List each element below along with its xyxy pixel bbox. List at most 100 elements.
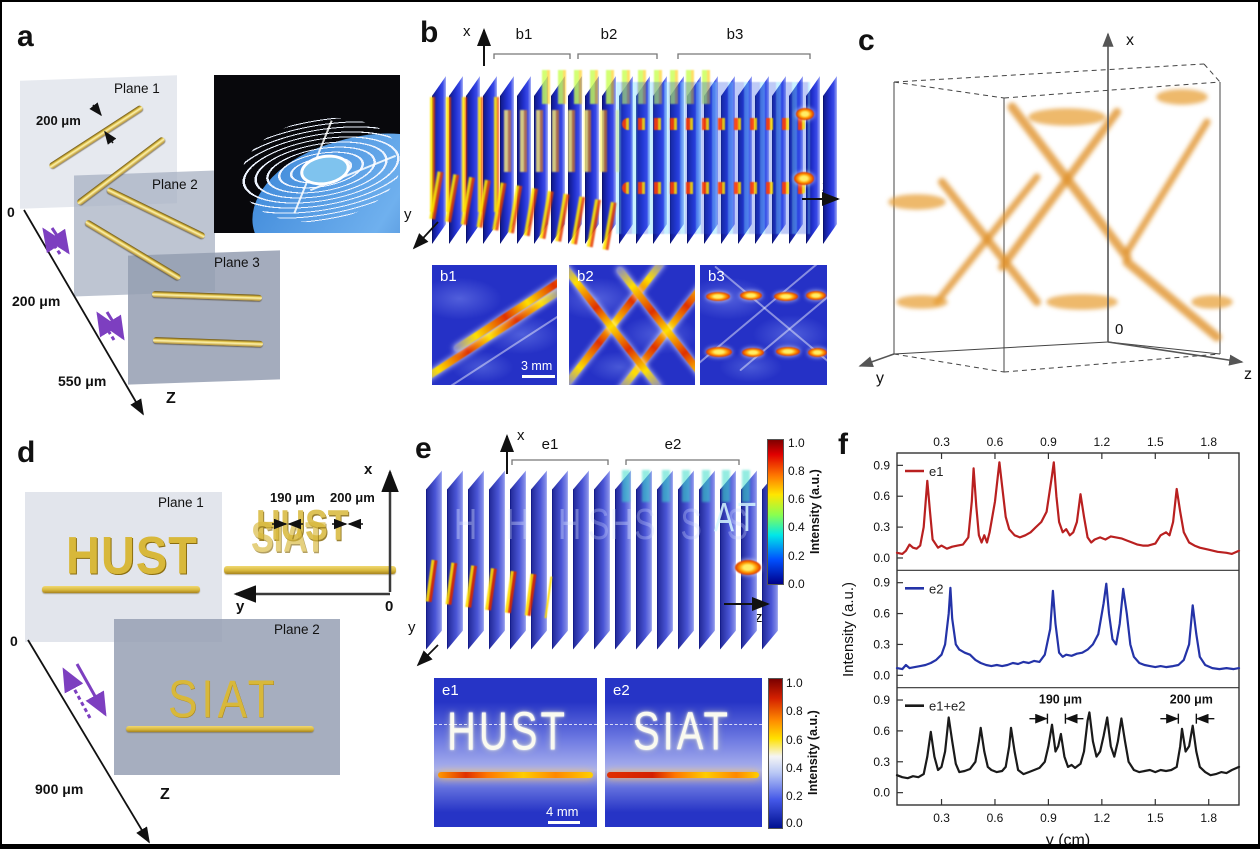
b1-inset [432, 265, 557, 385]
b-slice [670, 76, 684, 244]
svg-text:0.3: 0.3 [873, 520, 890, 534]
panel-d-plane1 [25, 492, 222, 642]
b-hot-spot [796, 108, 814, 120]
c-wireframe-box [893, 63, 1221, 373]
b-slice [483, 76, 497, 244]
c-z-axis-label: z [1244, 366, 1252, 383]
b1-scalebar-label: 3 mm [521, 359, 553, 373]
b1-scalebar [522, 375, 555, 378]
device-photo [214, 75, 400, 233]
e-colorbar2-label: Intensity (a.u.) [806, 710, 820, 795]
b-slice [500, 76, 514, 244]
svg-text:190 μm: 190 μm [1039, 693, 1082, 707]
e-colorbar-bottom [768, 678, 783, 829]
b-slice [806, 76, 820, 244]
b-slice [653, 76, 667, 244]
b-slice [789, 76, 803, 244]
d-z-axis-label: Z [160, 786, 170, 803]
b2-wire-trace [614, 265, 695, 385]
plane3-label: Plane 3 [214, 255, 260, 270]
e-slice [615, 470, 631, 650]
f-chart: 0.3 0.3 0.6 0.6 0.9 0.9 1.2 1.2 1.5 1.5 1.8 1.8 0.0 0… [873, 435, 1241, 844]
d-mini-hust: HUST [256, 502, 349, 550]
svg-text:0.6: 0.6 [987, 811, 1004, 825]
e1-hust-image: HUST [447, 702, 568, 762]
d-y-axis-label: y [236, 598, 245, 615]
svg-text:1.8: 1.8 [1200, 435, 1217, 449]
e-slice [426, 470, 442, 650]
b3-blob [808, 348, 827, 357]
b3-blob [776, 347, 800, 356]
colorbar-tick: 0.2 [788, 549, 805, 563]
e-slice [594, 470, 610, 650]
e-hot-spot [735, 560, 761, 575]
c-origin-label: 0 [1115, 321, 1124, 338]
e-ghost-h-letters: H H H H [454, 500, 644, 549]
a-axis-tick-550: 550 μm [58, 373, 107, 389]
e-y-axis-label: y [408, 619, 416, 636]
b-slice [585, 76, 599, 244]
panel-b-label: b [420, 16, 439, 49]
e1-scalebar-label: 4 mm [546, 804, 579, 819]
b3-blob [774, 292, 798, 301]
colorbar-tick: 1.0 [786, 676, 803, 690]
b-slice [704, 76, 718, 244]
e2-siat-image: SIAT [633, 702, 731, 762]
e-ghost-s-letters: S S S S [588, 500, 757, 549]
b2-inset-label: b2 [577, 268, 594, 285]
d-gap1-annotation: 190 μm [270, 490, 315, 505]
b-slice [721, 76, 735, 244]
panel-d-label: d [17, 436, 36, 469]
svg-text:0.9: 0.9 [873, 693, 890, 707]
b-y-axis-label: y [404, 206, 412, 223]
c-volume-streaks [888, 89, 1233, 342]
c-x-axis-label: x [1126, 32, 1134, 49]
a-axis-origin: 0 [7, 204, 15, 220]
b3-blob [740, 291, 762, 300]
b-slice [755, 76, 769, 244]
svg-text:e1+e2: e1+e2 [929, 699, 966, 714]
e1-baseline [438, 772, 593, 778]
d-plane2-label: Plane 2 [274, 622, 320, 637]
b-slice-stack [432, 76, 840, 244]
e-slice [468, 470, 484, 650]
b-slice [772, 76, 786, 244]
svg-text:0.9: 0.9 [873, 458, 890, 472]
colorbar-tick: 0.6 [786, 733, 803, 747]
svg-text:0.3: 0.3 [873, 755, 890, 769]
colorbar-tick: 0.0 [788, 577, 805, 591]
e-colorbar-top [767, 439, 784, 585]
svg-text:0.0: 0.0 [873, 668, 890, 682]
b-slice [687, 76, 701, 244]
svg-text:1.5: 1.5 [1147, 435, 1164, 449]
plane1-label: Plane 1 [114, 81, 160, 96]
svg-text:0.3: 0.3 [933, 811, 950, 825]
e1-dashed-line [434, 724, 597, 725]
b-brackets [493, 53, 811, 59]
b1-wire-trace [452, 265, 557, 354]
e-slice [699, 470, 715, 650]
colorbar-tick: 0.0 [786, 816, 803, 830]
e-y-axis [416, 644, 439, 667]
e1-scalebar [548, 821, 580, 824]
wire-width-annotation: 200 μm [36, 113, 81, 128]
b-x-axis-label: x [463, 23, 471, 40]
b3-inset [700, 265, 827, 385]
svg-text:0.3: 0.3 [933, 435, 950, 449]
svg-text:0.6: 0.6 [873, 724, 890, 738]
e2-inset-label: e2 [613, 682, 630, 699]
e2-inset: SIAT [605, 678, 762, 827]
d-siat-baseline [126, 726, 314, 732]
b-group2-label: b2 [600, 26, 618, 43]
svg-text:0.9: 0.9 [1040, 811, 1057, 825]
b-slice [602, 76, 616, 244]
colorbar-tick: 0.2 [786, 789, 803, 803]
colorbar-tick: 0.6 [788, 492, 805, 506]
svg-text:1.2: 1.2 [1094, 435, 1111, 449]
b-slice [636, 76, 650, 244]
a-axis-z-label: Z [166, 390, 176, 407]
d-hust-baseline [42, 586, 200, 593]
b2-inset [569, 265, 695, 385]
svg-text:1.8: 1.8 [1200, 811, 1217, 825]
e2-dashed-line [605, 724, 762, 725]
